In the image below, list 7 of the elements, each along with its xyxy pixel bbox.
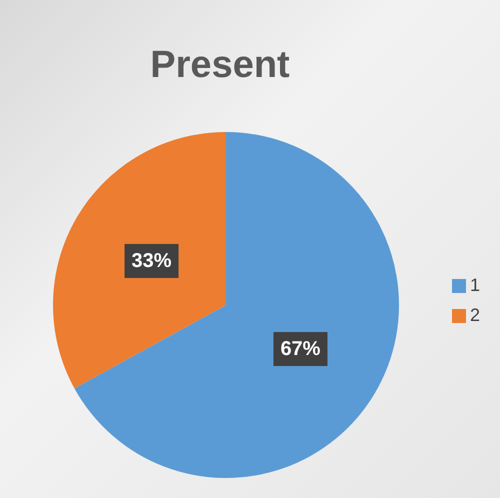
legend-label: 1 — [470, 275, 480, 295]
pie-slice — [74, 132, 399, 478]
chart-title: Present — [149, 44, 291, 87]
legend-label: 2 — [470, 305, 480, 325]
data-label: 67% — [280, 338, 321, 360]
data-label: 33% — [132, 250, 172, 272]
pie-slice — [53, 132, 226, 388]
